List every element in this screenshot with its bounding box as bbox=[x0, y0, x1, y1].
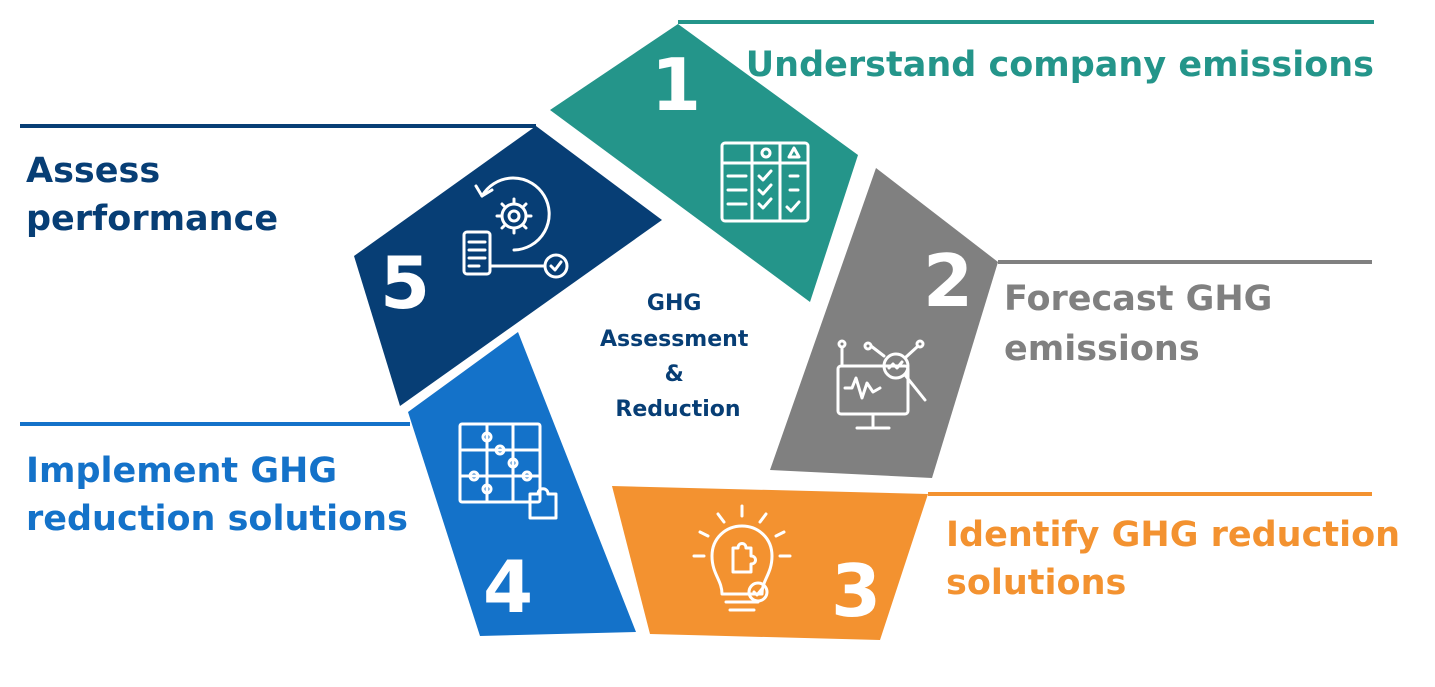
center-title-text: GHG Assessment & Reduction bbox=[600, 291, 756, 422]
step-4-segment bbox=[408, 332, 636, 636]
step-1: 1 Understand company emissions bbox=[550, 20, 1374, 302]
center-title: GHG Assessment & Reduction bbox=[600, 291, 756, 422]
step-5-number: 5 bbox=[380, 241, 430, 325]
step-2-label: Forecast GHG emissions bbox=[1004, 279, 1285, 369]
step-2-number: 2 bbox=[923, 239, 973, 323]
monitor-analytics-icon bbox=[836, 339, 927, 430]
center-title-line-4: Reduction bbox=[615, 397, 740, 422]
step-4-number: 4 bbox=[483, 545, 533, 629]
checklist-table-icon bbox=[720, 141, 810, 223]
lightbulb-puzzle-icon bbox=[692, 504, 792, 612]
step-2-label-line-2: emissions bbox=[1004, 329, 1200, 369]
step-2-segment bbox=[770, 168, 998, 478]
step-2-label-line-1: Forecast GHG bbox=[1004, 279, 1272, 319]
step-3-label-line-1: Identify GHG reduction bbox=[946, 515, 1400, 555]
step-3: 3 Identify GHG reduction solutions bbox=[612, 486, 1412, 640]
step-3-label: Identify GHG reduction solutions bbox=[946, 515, 1412, 603]
step-4-label-line-1: Implement GHG bbox=[26, 451, 337, 491]
step-1-label-line: Understand company emissions bbox=[746, 45, 1374, 85]
step-4: 4 Implement GHG reduction solutions bbox=[20, 332, 636, 636]
step-4-label: Implement GHG reduction solutions bbox=[26, 451, 408, 539]
step-5-label-line-1: Assess bbox=[26, 151, 160, 191]
step-3-label-line-2: solutions bbox=[946, 563, 1126, 603]
step-1-label: Understand company emissions bbox=[746, 45, 1374, 85]
step-5: 5 Assess performance bbox=[20, 124, 662, 406]
step-5-label: Assess performance bbox=[26, 151, 278, 239]
step-3-number: 3 bbox=[831, 549, 881, 633]
step-5-label-line-2: performance bbox=[26, 199, 278, 239]
step-1-segment bbox=[550, 24, 858, 302]
step-4-label-line-2: reduction solutions bbox=[26, 499, 408, 539]
step-2: 2 Forecast GHG emissions bbox=[770, 168, 1372, 478]
step-1-number: 1 bbox=[651, 43, 701, 127]
gear-cycle-icon bbox=[462, 176, 569, 279]
puzzle-grid-icon bbox=[458, 422, 558, 520]
center-title-line-3: & bbox=[665, 362, 684, 387]
center-title-line-1: GHG bbox=[647, 291, 702, 316]
center-title-line-2: Assessment bbox=[600, 327, 749, 352]
